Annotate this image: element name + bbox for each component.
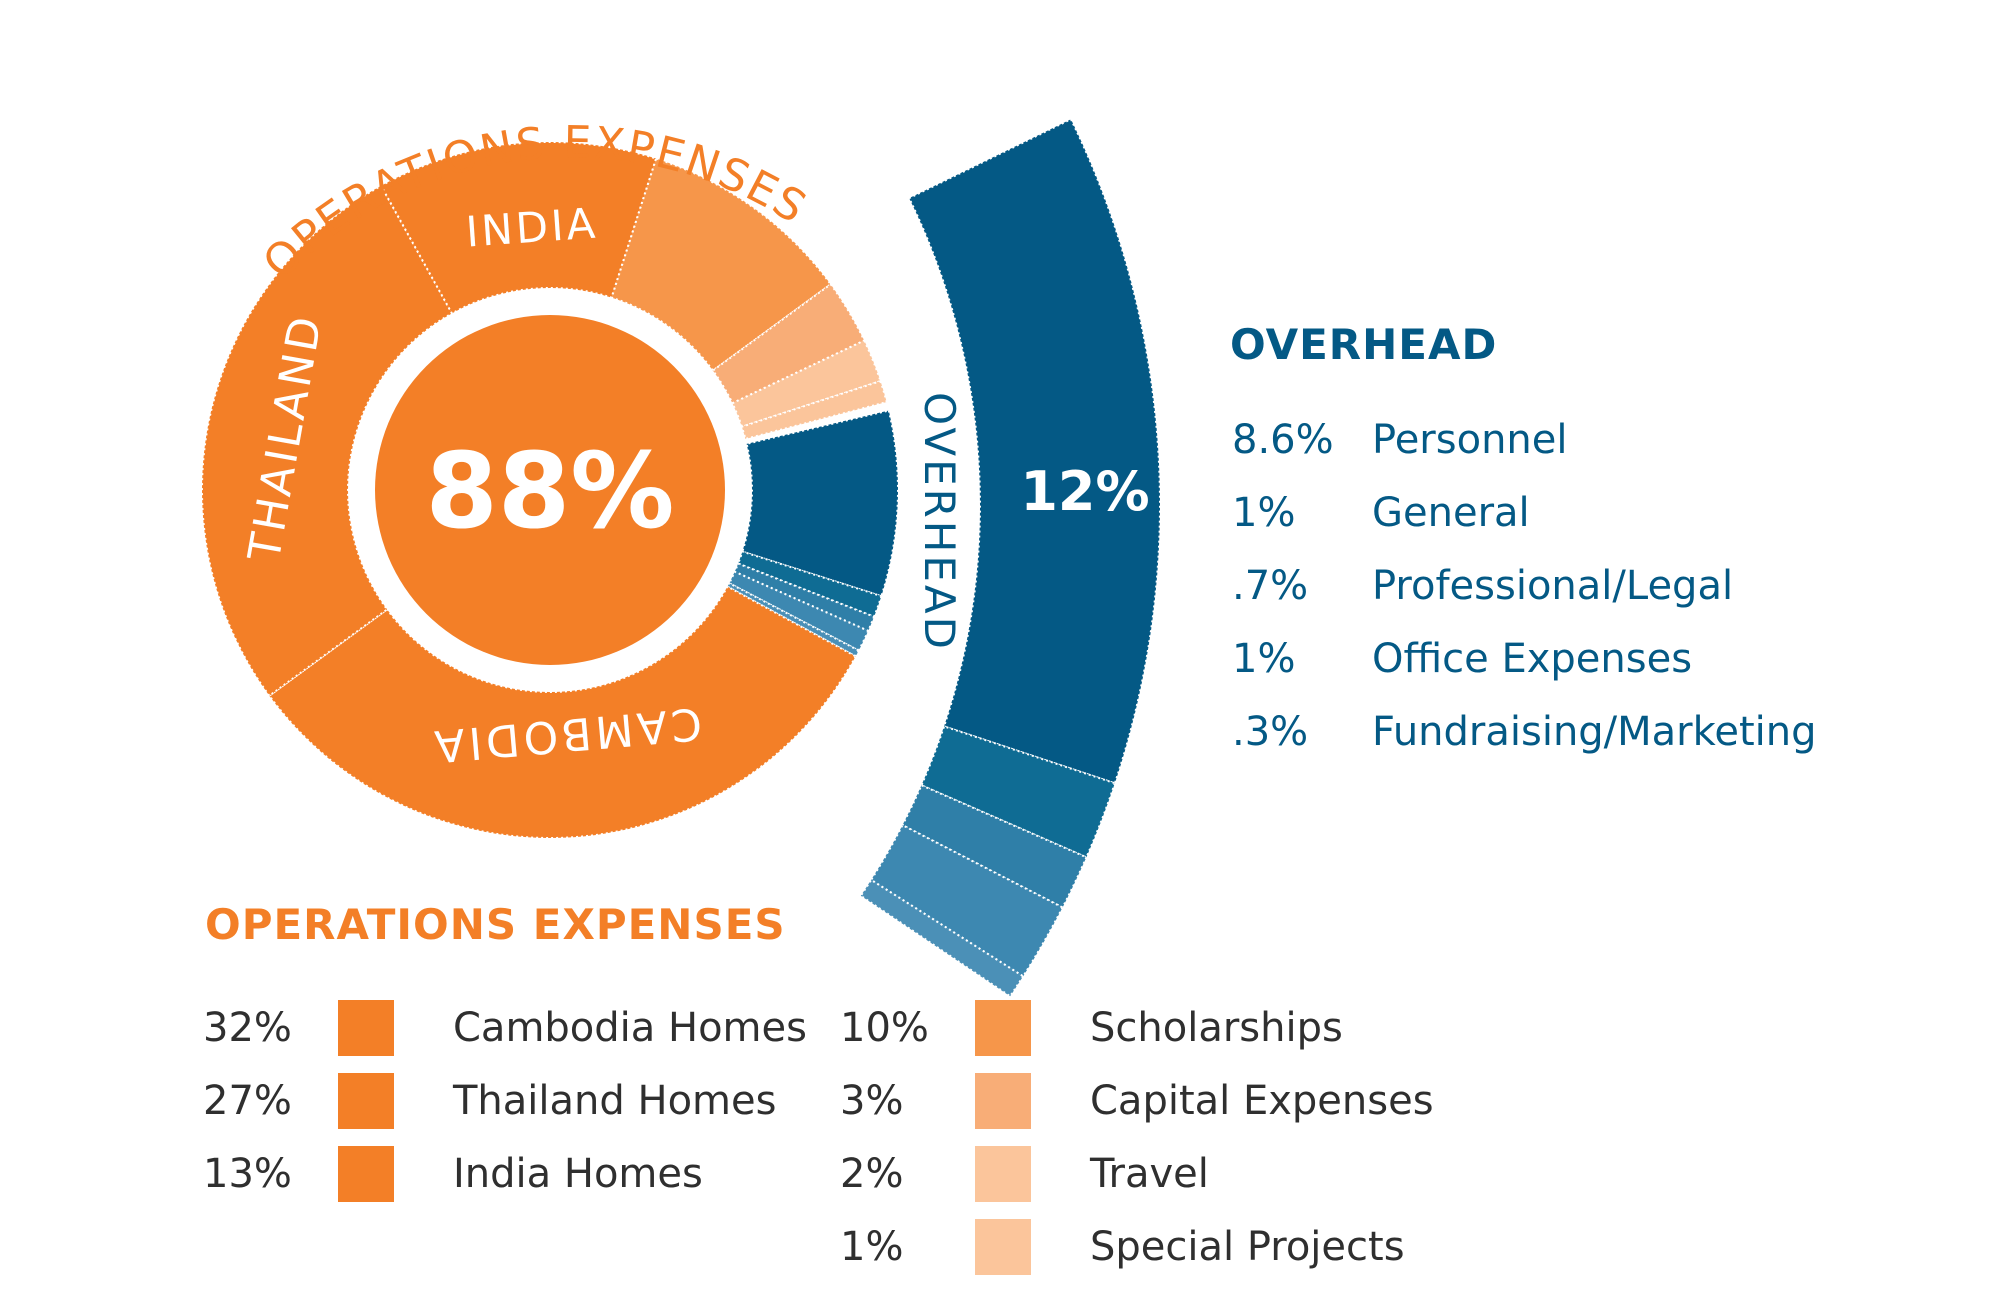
overhead-legend-label: Office Expenses <box>1372 636 1693 682</box>
exploded-slice-fundraising-marketing <box>859 878 1025 998</box>
overhead-total-label: 12% <box>1020 460 1149 523</box>
india-ring-label: INDIA <box>464 198 599 256</box>
overhead-legend-pct: 1% <box>1232 636 1296 682</box>
operations-legend-label: Thailand Homes <box>453 1078 777 1124</box>
overhead-legend-pct: .7% <box>1232 563 1309 609</box>
operations-slice-capital-expenses <box>711 282 866 405</box>
operations-legend-swatch <box>338 1073 394 1129</box>
overhead-legend-label: Professional/Legal <box>1372 563 1734 609</box>
overhead-ring-label: OVERHEAD <box>915 392 964 652</box>
operations-legend-swatch <box>975 1219 1031 1275</box>
operations-slice-india-homes <box>379 141 658 315</box>
operations-legend-swatch <box>338 1146 394 1202</box>
operations-legend-pct: 1% <box>840 1224 904 1270</box>
operations-slice-travel <box>731 339 882 429</box>
operations-legend-swatch <box>975 1146 1031 1202</box>
overhead-slice-fundraising-marketing <box>726 581 861 658</box>
operations-slice-special-projects <box>740 379 888 441</box>
operations-legend-pct: 10% <box>840 1005 929 1051</box>
operations-legend-label: Cambodia Homes <box>453 1005 807 1051</box>
overhead-slice-personnel <box>741 409 899 598</box>
exploded-slice-personnel <box>907 117 1161 785</box>
center-disc <box>375 315 725 665</box>
operations-legend-label: Capital Expenses <box>1090 1078 1434 1124</box>
operations-slice-thailand-homes <box>201 184 454 698</box>
operations-legend-pct: 27% <box>203 1078 292 1124</box>
operations-slice-cambodia-homes <box>267 585 858 839</box>
overhead-exploded-slices <box>859 117 1161 998</box>
operations-legend-pct: 2% <box>840 1151 904 1197</box>
overhead-legend-pct: 1% <box>1232 490 1296 536</box>
operations-legend-pct: 13% <box>203 1151 292 1197</box>
overhead-slice-office-expenses <box>727 570 870 652</box>
operations-legend-swatch <box>338 1000 394 1056</box>
operations-legend-label: Scholarships <box>1090 1005 1343 1051</box>
operations-legend-label: Travel <box>1090 1151 1209 1197</box>
donut-slices <box>201 141 899 839</box>
overhead-legend-label: Fundraising/Marketing <box>1372 709 1817 755</box>
operations-legend-pct: 3% <box>840 1078 904 1124</box>
operations-legend-label: Special Projects <box>1090 1224 1405 1270</box>
operations-legend-pct: 32% <box>203 1005 292 1051</box>
overhead-legend-pct: .3% <box>1232 709 1309 755</box>
overhead-legend-label: General <box>1372 490 1530 536</box>
operations-legend-label: India Homes <box>453 1151 703 1197</box>
overhead-legend-label: Personnel <box>1372 417 1568 463</box>
overhead-legend-pct: 8.6% <box>1232 417 1334 463</box>
operations-slice-scholarships <box>610 157 833 372</box>
overhead-slice-general <box>736 550 883 619</box>
exploded-slice-general <box>920 725 1117 859</box>
operations-legend-title: OPERATIONS EXPENSES <box>205 900 786 949</box>
operations-legend-swatch <box>975 1000 1031 1056</box>
overhead-legend-title: OVERHEAD <box>1230 320 1498 369</box>
operations-legend-swatch <box>975 1073 1031 1129</box>
center-percentage: 88% <box>426 430 675 552</box>
exploded-slice-office-expenses <box>869 823 1064 978</box>
